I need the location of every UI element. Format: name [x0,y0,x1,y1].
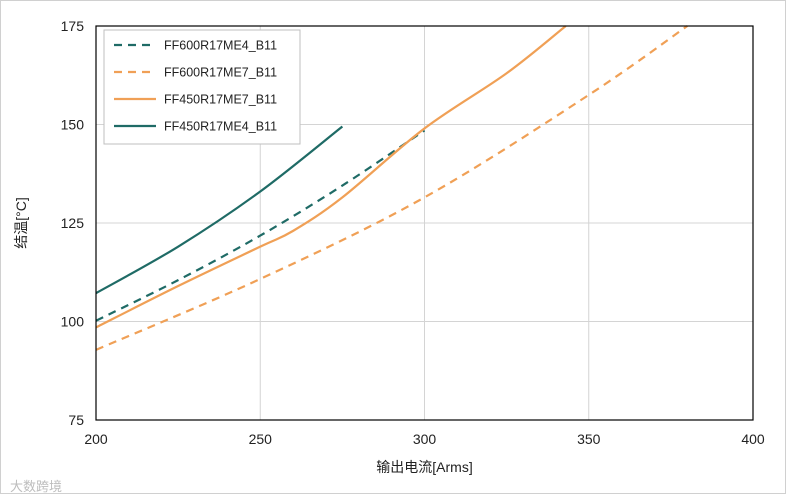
legend: FF600R17ME4_B11 FF600R17ME7_B11 FF450R17ME… [103,29,301,145]
plot-area-border [95,25,754,421]
legend-label: FF600R17ME4_B11 [164,39,277,53]
legend-label: FF450R17ME4_B11 [164,120,277,134]
series-line-1 [95,129,426,322]
y-tick-label: 150 [61,117,85,133]
legend-label: FF600R17ME7_B11 [164,66,277,80]
x-tick-label: 200 [84,431,108,447]
y-tick-label: 75 [68,412,84,428]
series-line-3 [95,25,567,329]
y-tick-label: 125 [61,215,85,231]
y-tick-label: 100 [61,314,85,330]
x-tick-labels: 200 250 300 350 400 [84,431,765,447]
series-line-4 [95,125,344,295]
x-tick-label: 400 [741,431,765,447]
y-tick-labels: 75 100 125 150 175 [61,18,85,428]
series-line-2 [95,25,688,351]
watermark-text: 大数跨境 [10,480,63,495]
x-axis-title: 输出电流[Arms] [376,459,472,475]
x-tick-label: 250 [249,431,273,447]
x-tick-label: 300 [413,431,437,447]
x-tick-label: 350 [577,431,601,447]
series-lines [95,25,688,351]
y-tick-label: 175 [61,18,85,34]
legend-label: FF450R17ME7_B11 [164,93,277,107]
y-axis-title: 结温[°C] [13,197,29,249]
